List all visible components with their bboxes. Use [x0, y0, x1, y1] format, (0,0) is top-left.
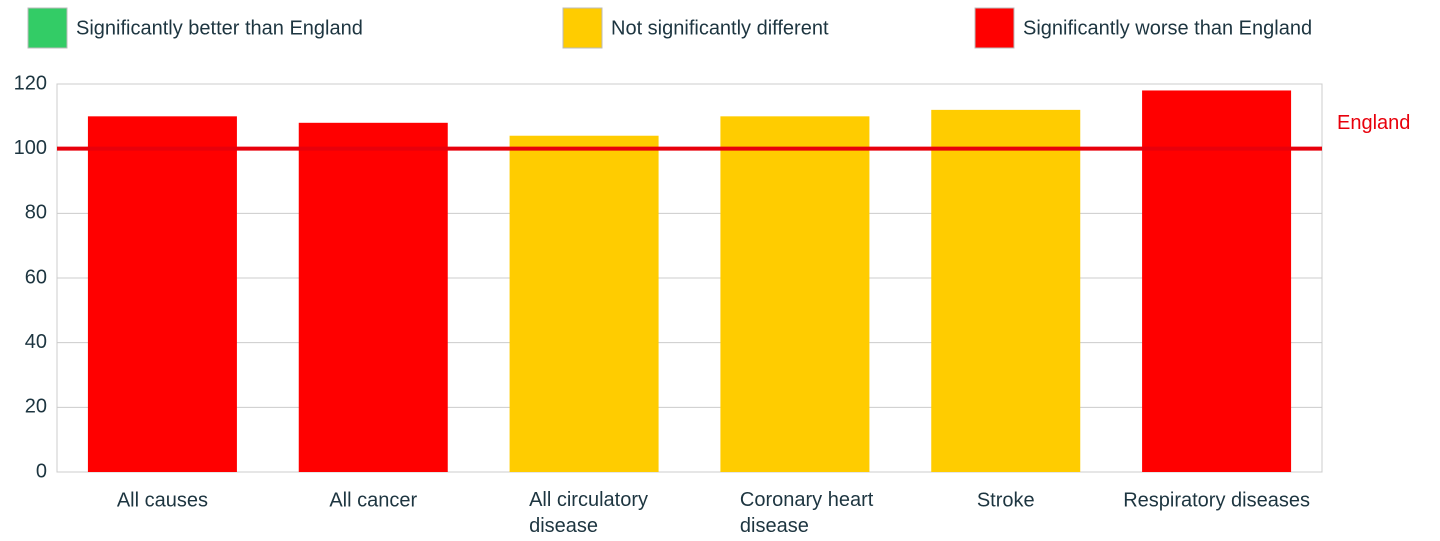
- y-tick-label: 0: [36, 460, 47, 482]
- bar: [87, 116, 237, 472]
- legend-label: Not significantly different: [611, 17, 829, 39]
- y-tick-label: 60: [25, 266, 47, 288]
- x-tick-label: All circulatory disease: [529, 489, 648, 536]
- y-tick-label: 20: [25, 396, 47, 418]
- y-tick-label: 80: [25, 202, 47, 224]
- legend-label: Significantly worse than England: [1023, 17, 1312, 39]
- x-tick-label: All cancer: [329, 489, 417, 511]
- reference-label: England: [1337, 112, 1410, 134]
- x-tick-label: Respiratory diseases: [1123, 489, 1310, 511]
- bar: [931, 109, 1081, 472]
- x-tick-label: Coronary heart disease: [740, 489, 874, 536]
- legend-label: Significantly better than England: [76, 17, 363, 39]
- x-tick-label: All causes: [117, 489, 208, 511]
- legend-swatch: [974, 7, 1015, 49]
- y-tick-label: 120: [14, 72, 47, 94]
- legend-swatch: [27, 7, 68, 49]
- bar: [509, 135, 659, 472]
- bar: [298, 122, 448, 473]
- bar: [720, 116, 870, 472]
- y-tick-label: 100: [14, 137, 47, 159]
- y-tick-label: 40: [25, 331, 47, 353]
- bar: [1142, 90, 1292, 472]
- legend-swatch: [562, 7, 603, 49]
- x-tick-label: Stroke: [977, 489, 1035, 511]
